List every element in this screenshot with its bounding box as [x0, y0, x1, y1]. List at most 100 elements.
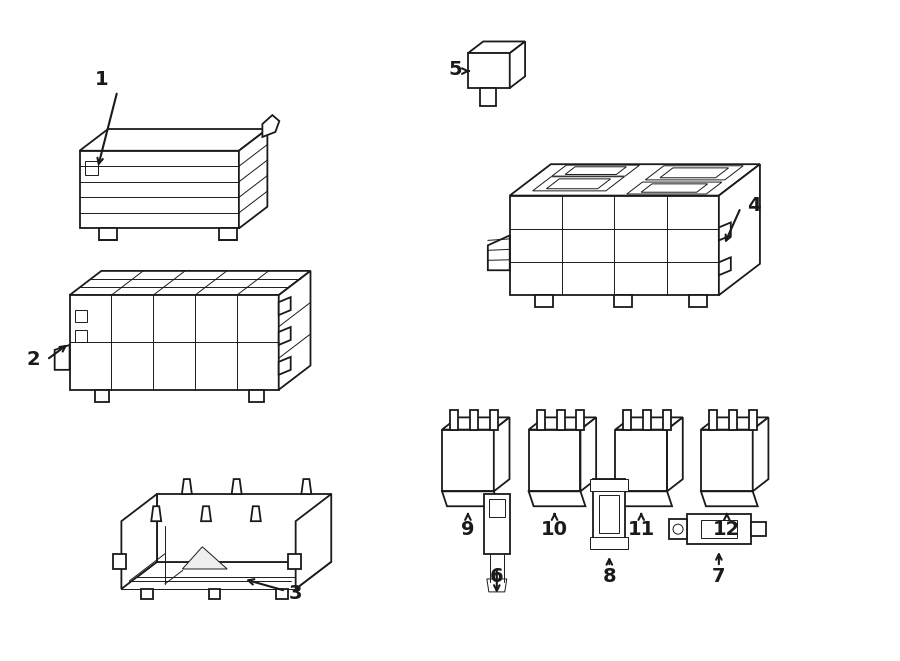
- Polygon shape: [709, 410, 717, 430]
- Polygon shape: [536, 410, 544, 430]
- Bar: [590, 479, 628, 491]
- Text: 9: 9: [461, 520, 474, 539]
- Polygon shape: [288, 554, 301, 569]
- Polygon shape: [616, 491, 672, 506]
- Polygon shape: [615, 295, 632, 307]
- Polygon shape: [442, 430, 494, 491]
- Polygon shape: [645, 166, 743, 180]
- Polygon shape: [251, 506, 261, 521]
- Polygon shape: [450, 410, 458, 430]
- Polygon shape: [719, 223, 731, 241]
- Polygon shape: [69, 295, 279, 390]
- Bar: [75, 310, 86, 322]
- Bar: [590, 537, 628, 549]
- Polygon shape: [663, 410, 671, 430]
- Polygon shape: [302, 479, 311, 494]
- Polygon shape: [546, 179, 610, 189]
- Polygon shape: [556, 410, 564, 430]
- Polygon shape: [122, 562, 331, 589]
- Polygon shape: [565, 167, 626, 175]
- Polygon shape: [701, 417, 769, 430]
- Text: 7: 7: [712, 567, 725, 586]
- Text: 6: 6: [490, 567, 504, 586]
- Polygon shape: [509, 196, 719, 295]
- Circle shape: [673, 524, 683, 534]
- Text: 4: 4: [747, 196, 760, 215]
- Polygon shape: [275, 589, 288, 599]
- Text: 11: 11: [627, 520, 655, 539]
- Polygon shape: [468, 42, 525, 53]
- Polygon shape: [580, 417, 596, 491]
- Bar: [85, 161, 98, 175]
- Polygon shape: [279, 357, 291, 375]
- Polygon shape: [669, 519, 687, 539]
- Polygon shape: [470, 410, 478, 430]
- Polygon shape: [577, 410, 584, 430]
- Polygon shape: [279, 327, 291, 345]
- Polygon shape: [749, 410, 757, 430]
- Polygon shape: [644, 410, 652, 430]
- Polygon shape: [528, 417, 596, 430]
- Polygon shape: [484, 494, 509, 554]
- Polygon shape: [528, 491, 585, 506]
- Polygon shape: [480, 88, 496, 106]
- Polygon shape: [488, 235, 509, 270]
- Polygon shape: [151, 506, 161, 521]
- Polygon shape: [509, 42, 525, 88]
- Polygon shape: [626, 182, 722, 194]
- Text: 2: 2: [27, 350, 40, 369]
- Polygon shape: [490, 410, 498, 430]
- Polygon shape: [719, 164, 760, 295]
- Polygon shape: [509, 164, 760, 196]
- Polygon shape: [719, 257, 731, 275]
- Polygon shape: [687, 514, 751, 544]
- Text: 3: 3: [289, 584, 302, 603]
- Polygon shape: [279, 271, 310, 390]
- Polygon shape: [183, 547, 227, 569]
- Polygon shape: [494, 417, 509, 491]
- Bar: [599, 495, 619, 533]
- Bar: [489, 499, 505, 517]
- Polygon shape: [487, 579, 507, 592]
- Text: 1: 1: [94, 69, 108, 89]
- Text: 8: 8: [602, 567, 616, 586]
- Polygon shape: [279, 297, 291, 315]
- Polygon shape: [641, 184, 707, 192]
- Polygon shape: [69, 271, 310, 295]
- Polygon shape: [122, 577, 296, 589]
- Polygon shape: [113, 554, 126, 569]
- Polygon shape: [209, 589, 220, 599]
- Polygon shape: [752, 417, 769, 491]
- Polygon shape: [263, 115, 279, 137]
- Polygon shape: [219, 229, 237, 241]
- Polygon shape: [79, 129, 267, 151]
- Polygon shape: [701, 430, 752, 491]
- Polygon shape: [751, 522, 766, 536]
- Polygon shape: [442, 417, 509, 430]
- Polygon shape: [122, 494, 157, 589]
- Polygon shape: [442, 491, 499, 506]
- Polygon shape: [79, 151, 238, 229]
- Polygon shape: [624, 410, 631, 430]
- Polygon shape: [616, 417, 683, 430]
- Polygon shape: [182, 479, 192, 494]
- Polygon shape: [701, 491, 758, 506]
- Polygon shape: [660, 168, 729, 178]
- Polygon shape: [616, 430, 667, 491]
- Polygon shape: [468, 53, 509, 88]
- Polygon shape: [55, 345, 69, 370]
- Polygon shape: [593, 479, 626, 549]
- Polygon shape: [100, 229, 117, 241]
- Text: 10: 10: [541, 520, 568, 539]
- Polygon shape: [94, 390, 110, 402]
- Text: 12: 12: [713, 520, 741, 539]
- Polygon shape: [157, 494, 331, 562]
- Polygon shape: [248, 390, 264, 402]
- Polygon shape: [533, 176, 625, 191]
- Polygon shape: [667, 417, 683, 491]
- Polygon shape: [689, 295, 706, 307]
- Text: 5: 5: [448, 59, 462, 79]
- Polygon shape: [552, 165, 640, 176]
- Polygon shape: [141, 589, 153, 599]
- Bar: [701, 520, 737, 538]
